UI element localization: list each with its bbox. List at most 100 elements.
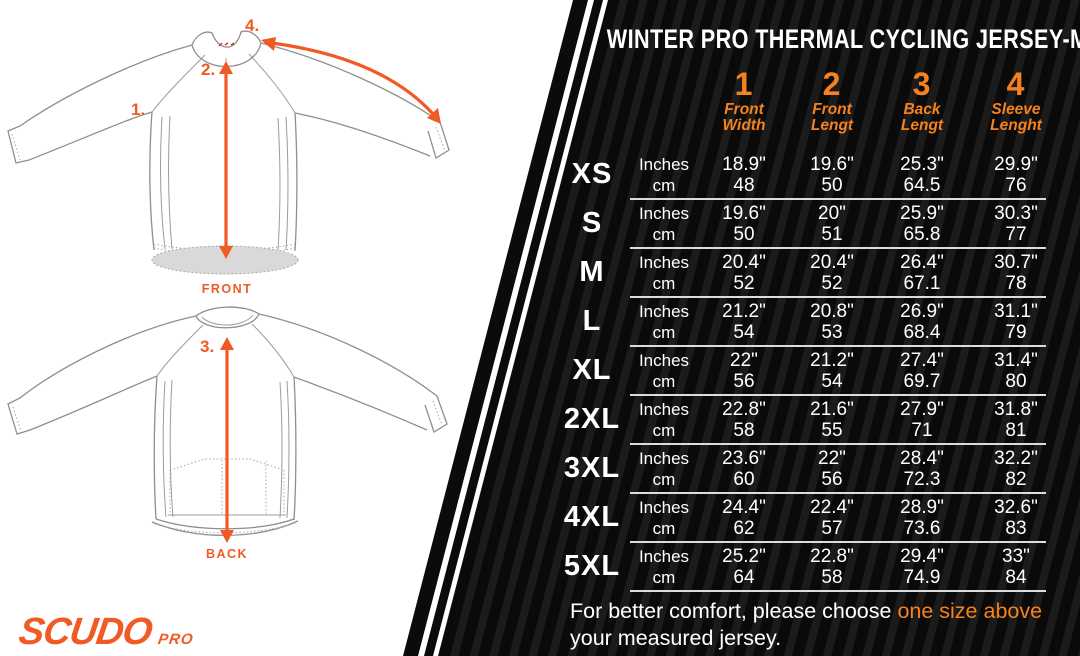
back-right-sleeve [258, 313, 448, 433]
value-cm: 71 [911, 419, 933, 441]
unit-labels: Inches cm [628, 395, 700, 444]
value-cm: 57 [821, 517, 843, 539]
cell-back-length: 29.4" 74.9 [876, 542, 968, 591]
value-inches: 20.4" [810, 251, 854, 273]
value-inches: 22" [730, 349, 758, 371]
front-body-left [149, 111, 155, 251]
value-inches: 25.9" [900, 202, 944, 224]
value-cm: 58 [821, 566, 843, 588]
value-inches: 31.8" [994, 398, 1038, 420]
value-cm: 78 [1005, 272, 1027, 294]
value-inches: 21.2" [722, 300, 766, 322]
value-inches: 30.3" [994, 202, 1038, 224]
value-inches: 21.2" [810, 349, 854, 371]
marker-3: 3. [200, 337, 214, 356]
cell-sleeve-length: 32.6" 83 [968, 493, 1064, 542]
logo-suffix-text: PRO [157, 631, 195, 648]
value-inches: 20.8" [810, 300, 854, 322]
size-table: XS Inches cm 18.9" 48 19.6" 50 25.3" 64.5 29… [556, 150, 1064, 592]
cell-front-length: 20" 51 [788, 199, 876, 248]
unit-inches: Inches [638, 546, 690, 566]
value-cm: 52 [821, 272, 843, 294]
logo-brand-text: SCUDO [16, 610, 155, 653]
sleeve-length-arrow [261, 37, 441, 124]
note-prefix: For better comfort, please choose [570, 599, 898, 623]
value-cm: 48 [733, 174, 755, 196]
front-body-right [294, 112, 298, 252]
value-cm: 60 [733, 468, 755, 490]
cell-sleeve-length: 30.7" 78 [968, 248, 1064, 297]
front-right-sleeve-under [294, 112, 431, 157]
value-cm: 58 [733, 419, 755, 441]
size-label: XS [571, 158, 613, 190]
cell-front-length: 22" 56 [788, 444, 876, 493]
row-divider [630, 296, 1046, 298]
value-inches: 33" [1002, 545, 1030, 567]
back-right-sleeve-under [293, 376, 428, 431]
back-side-seam-right-b [286, 380, 290, 519]
column-headers: 1 Front Width 2 Front Lengt 3 Back Lengt… [556, 66, 1064, 134]
size-label: S [581, 207, 603, 239]
value-inches: 22.4" [810, 496, 854, 518]
back-view-label: BACK [206, 547, 248, 561]
cell-front-width: 22.8" 58 [700, 395, 788, 444]
unit-labels: Inches cm [628, 199, 700, 248]
value-cm: 72.3 [903, 468, 941, 490]
value-inches: 28.9" [900, 496, 944, 518]
value-inches: 19.6" [722, 202, 766, 224]
collar-brand-mark [218, 42, 235, 47]
cell-back-length: 26.4" 67.1 [876, 248, 968, 297]
unit-cm: cm [652, 567, 676, 587]
front-side-seam-left-b [168, 115, 173, 250]
back-length-arrow [220, 337, 234, 543]
cell-front-width: 20.4" 52 [700, 248, 788, 297]
cell-front-width: 23.6" 60 [700, 444, 788, 493]
value-cm: 64.5 [903, 174, 941, 196]
column-number: 1 [734, 66, 754, 102]
cell-sleeve-length: 33" 84 [968, 542, 1064, 591]
value-cm: 80 [1005, 370, 1027, 392]
value-inches: 32.6" [994, 496, 1038, 518]
unit-labels: Inches cm [628, 248, 700, 297]
cell-front-length: 20.4" 52 [788, 248, 876, 297]
back-side-seam-left-a [162, 380, 167, 518]
unit-inches: Inches [638, 399, 690, 419]
value-inches: 24.4" [722, 496, 766, 518]
unit-cm: cm [652, 322, 676, 342]
front-view-label: FRONT [202, 282, 253, 296]
back-raglan-right [251, 323, 295, 378]
front-side-seam-left-a [160, 116, 166, 250]
note-highlight: one size above [897, 599, 1043, 623]
value-inches: 32.2" [994, 447, 1038, 469]
value-cm: 77 [1005, 223, 1027, 245]
value-cm: 84 [1005, 566, 1027, 588]
value-inches: 27.9" [900, 398, 944, 420]
jersey-front-drawing: 1. 2. 4. FRONT [7, 16, 450, 296]
row-divider [630, 394, 1046, 396]
column-header-front-length: 2 Front Lengt [788, 66, 876, 134]
value-inches: 26.4" [900, 251, 944, 273]
unit-labels: Inches cm [628, 150, 700, 199]
value-inches: 27.4" [900, 349, 944, 371]
value-cm: 50 [821, 174, 843, 196]
marker-2: 2. [201, 60, 215, 79]
table-row-5xl: 5XL Inches cm 25.2" 64 22.8" 58 29.4" 74.9 3… [556, 542, 1064, 592]
cell-front-width: 22" 56 [700, 346, 788, 395]
value-cm: 54 [821, 370, 843, 392]
scudo-pro-logo: SCUDO PRO [16, 610, 195, 653]
cell-sleeve-length: 29.9" 76 [968, 150, 1064, 199]
unit-labels: Inches cm [628, 542, 700, 591]
back-side-seam-right-a [279, 381, 283, 519]
unit-cm: cm [652, 273, 676, 293]
row-divider [630, 590, 1046, 592]
cell-back-length: 27.9" 71 [876, 395, 968, 444]
value-cm: 67.1 [903, 272, 941, 294]
column-number: 4 [1006, 66, 1026, 102]
cell-back-length: 25.9" 65.8 [876, 199, 968, 248]
unit-cm: cm [652, 175, 676, 195]
front-raglan-left [151, 54, 206, 113]
unit-cm: cm [652, 224, 676, 244]
unit-inches: Inches [638, 448, 690, 468]
back-side-seam-left-b [169, 379, 174, 518]
unit-inches: Inches [638, 350, 690, 370]
